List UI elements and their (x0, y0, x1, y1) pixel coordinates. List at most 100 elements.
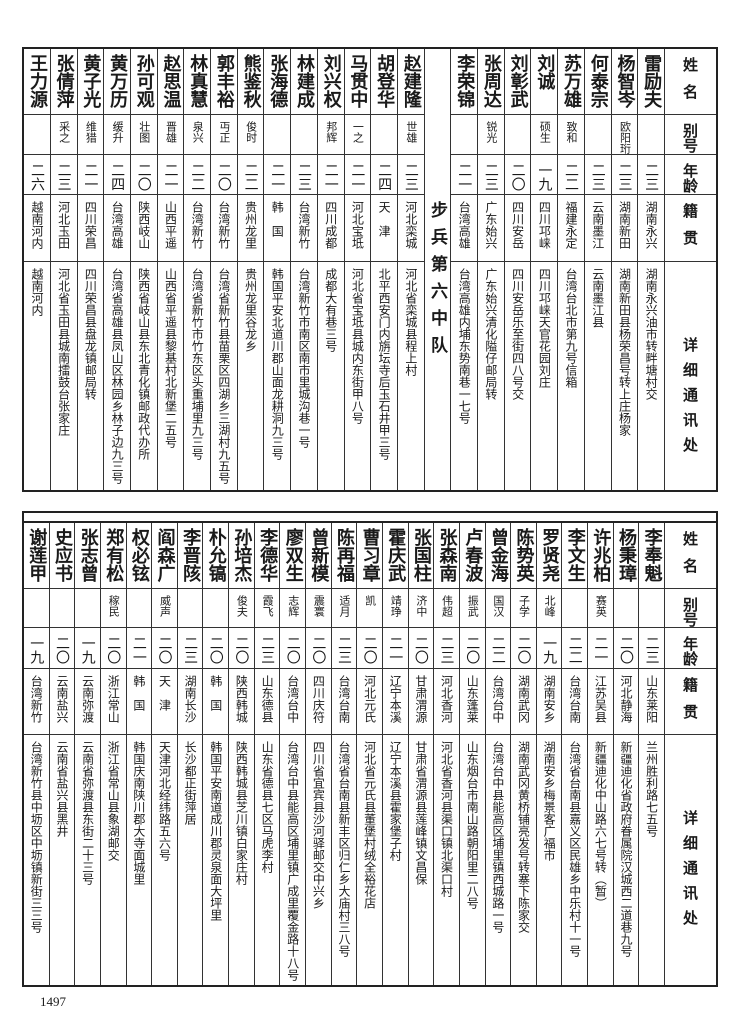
name-cell: 雷励夫 (638, 49, 664, 115)
name-text: 王力源 (26, 54, 48, 108)
address-cell: 河北省元氏县董堡村绒全裕花店 (357, 735, 382, 985)
alias-cell: 振武 (459, 589, 485, 628)
name-text: 李奉魁 (641, 528, 663, 582)
address-text: 台湾新竹县中坜区中坜镇新街三三号 (29, 741, 44, 933)
header-cell: 籍贯 (665, 195, 716, 262)
name-text: 廖双生 (282, 528, 304, 582)
address-text: 山西省平遥县黎基村北新堡二五号 (163, 268, 178, 448)
address-cell: 台湾台中县能高区埔里镇广成里覆金路十八号 (280, 735, 305, 985)
person-column: 陈势英 子学 二〇 湖南武冈 湖南武冈黄桥铺亮发号转寨下陈家交 (510, 523, 536, 985)
native-text: 云南盐兴 (54, 675, 69, 723)
native-text: 台湾高雄 (457, 201, 472, 249)
alias-cell: 凯 (357, 589, 382, 628)
native-cell: 山东蓬莱 (459, 669, 485, 735)
address-text: 四川省宜宾县沙河驿邮交中兴乡 (311, 741, 326, 909)
name-text: 林建成 (294, 54, 315, 108)
name-text: 李晋陔 (180, 528, 202, 582)
name-cell: 刘彰武 (504, 49, 531, 115)
alias-text: 缓升 (111, 121, 125, 143)
age-text: 一九 (28, 636, 45, 664)
native-cell: 四川安岳 (504, 195, 531, 262)
alias-text: 俊时 (244, 121, 258, 143)
address-text: 越南河内 (29, 268, 44, 316)
alias-text: 北峰 (543, 595, 557, 617)
alias-cell: 泉兴 (184, 115, 211, 155)
name-cell: 熊鉴秋 (237, 49, 264, 115)
address-cell: 山东省德县七区马虎李村 (255, 735, 280, 985)
name-cell: 黄万历 (104, 49, 130, 115)
person-column: 陈再福 适月 二三 台湾台南 台湾省台南县新丰区归仁乡大庙村三八号 (330, 523, 357, 985)
native-cell: 四川荣昌 (77, 195, 104, 262)
name-text: 林真慧 (187, 54, 209, 108)
age-text: 二一 (592, 636, 609, 664)
native-cell: 湖南武冈 (511, 669, 536, 735)
alias-cell: 威声 (152, 589, 177, 628)
native-text: 云南弥渡 (80, 675, 95, 723)
address-cell: 陕西韩城县芝川镇白家庄村 (229, 735, 254, 985)
address-text: 湖南武冈黄桥铺亮发号转寨下陈家交 (516, 741, 531, 933)
header-cell: 详细通讯处 (665, 262, 716, 490)
age-text: 二〇 (215, 163, 232, 191)
age-cell: 二一 (126, 628, 152, 669)
person-column: 何泰宗 二三 云南墨江 云南墨江县 (583, 49, 611, 490)
alias-cell: 丏正 (211, 115, 237, 155)
alias-text: 泉兴 (191, 121, 205, 143)
name-cell: 孙培杰 (229, 523, 254, 589)
person-column: 孙可观 壮图 二〇 陕西岐山 陕西省岐山县东北青化镇邮政代办所 (129, 49, 157, 490)
alias-cell: 俊夫 (229, 589, 254, 628)
name-text: 刘兴权 (320, 54, 342, 108)
name-text: 李荣锦 (454, 54, 476, 108)
person-column: 李德华 霞飞 二三 山东德县 山东省德县七区马虎李村 (253, 523, 280, 985)
address-text: 台湾台中县能高区埔里镇西城路一号 (490, 741, 505, 933)
address-cell: 台湾台中县能高区埔里镇西城路一号 (486, 735, 511, 985)
native-text: 台湾新竹 (216, 201, 231, 249)
address-text: 台湾新竹市南区南市里城沟巷一号 (297, 268, 311, 448)
age-cell: 二〇 (203, 628, 229, 669)
address-cell: 云南省弥渡县东街二十三号 (75, 735, 100, 985)
alias-cell (504, 115, 531, 155)
name-cell: 杨秉璋 (613, 523, 639, 589)
name-text: 张志曾 (77, 528, 99, 582)
person-column: 郑有松 稼民 二〇 浙江常山 浙江省常山县象湖邮交 (99, 523, 126, 985)
age-cell: 二二 (237, 155, 264, 195)
person-column: 张倩萍 采之 二三 河北玉田 河北省玉田县城南擂鼓台张家庄 (49, 49, 77, 490)
address-text: 台湾省高雄县凤山区林园乡林子边九三号 (110, 268, 125, 484)
native-cell: 河北元氏 (357, 669, 382, 735)
native-text: 台湾新竹 (190, 201, 205, 249)
name-cell: 张倩萍 (50, 49, 77, 115)
native-text: 天 津 (157, 675, 172, 711)
native-cell: 台湾高雄 (451, 195, 478, 262)
age-text: 二一 (322, 163, 339, 191)
address-text: 云南省盐兴县黑井 (54, 741, 69, 837)
age-cell: 二〇 (357, 628, 382, 669)
age-text: 二三 (402, 163, 419, 191)
age-text: 二二 (489, 636, 506, 664)
native-cell: 云南盐兴 (49, 669, 75, 735)
age-cell: 二〇 (504, 155, 531, 195)
name-cell: 许兆柏 (588, 523, 613, 589)
address-text: 甘肃省渭源县莲峰镇文昌保 (413, 741, 428, 885)
name-cell: 曹习章 (357, 523, 382, 589)
name-cell: 陈势英 (511, 523, 536, 589)
name-text: 赵建隆 (400, 54, 422, 108)
header-column: 姓名 别号 年龄 籍贯 详细通讯处 (664, 49, 716, 490)
address-cell: 河北省宝坻县城内东街甲八号 (345, 262, 371, 490)
alias-cell (291, 115, 317, 155)
address-cell: 越南河内 (24, 262, 50, 490)
alias-cell (584, 115, 611, 155)
age-cell: 二三 (254, 628, 280, 669)
age-text: 二〇 (207, 636, 224, 664)
alias-text: 锐光 (484, 121, 498, 143)
address-text: 四川邛崃天官花园刘庄 (537, 268, 552, 388)
person-column: 林真慧 泉兴 二二 台湾新竹 台湾省新竹市竹东区头重埔里九三号 (183, 49, 211, 490)
name-text: 张国柱 (410, 528, 432, 582)
name-cell: 苏万雄 (558, 49, 584, 115)
alias-cell: 缓升 (104, 115, 130, 155)
age-cell: 二〇 (229, 628, 254, 669)
age-cell: 二〇 (459, 628, 485, 669)
alias-text: 震寰 (312, 595, 326, 617)
person-column: 刘诚 硕生 一九 四川邛崃 四川邛崃天官花园刘庄 (530, 49, 558, 490)
age-cell: 二一 (157, 155, 184, 195)
person-column: 张国柱 济中 二〇 甘肃渭源 甘肃省渭源县莲峰镇文昌保 (407, 523, 434, 985)
native-text: 山东蓬莱 (465, 675, 480, 723)
